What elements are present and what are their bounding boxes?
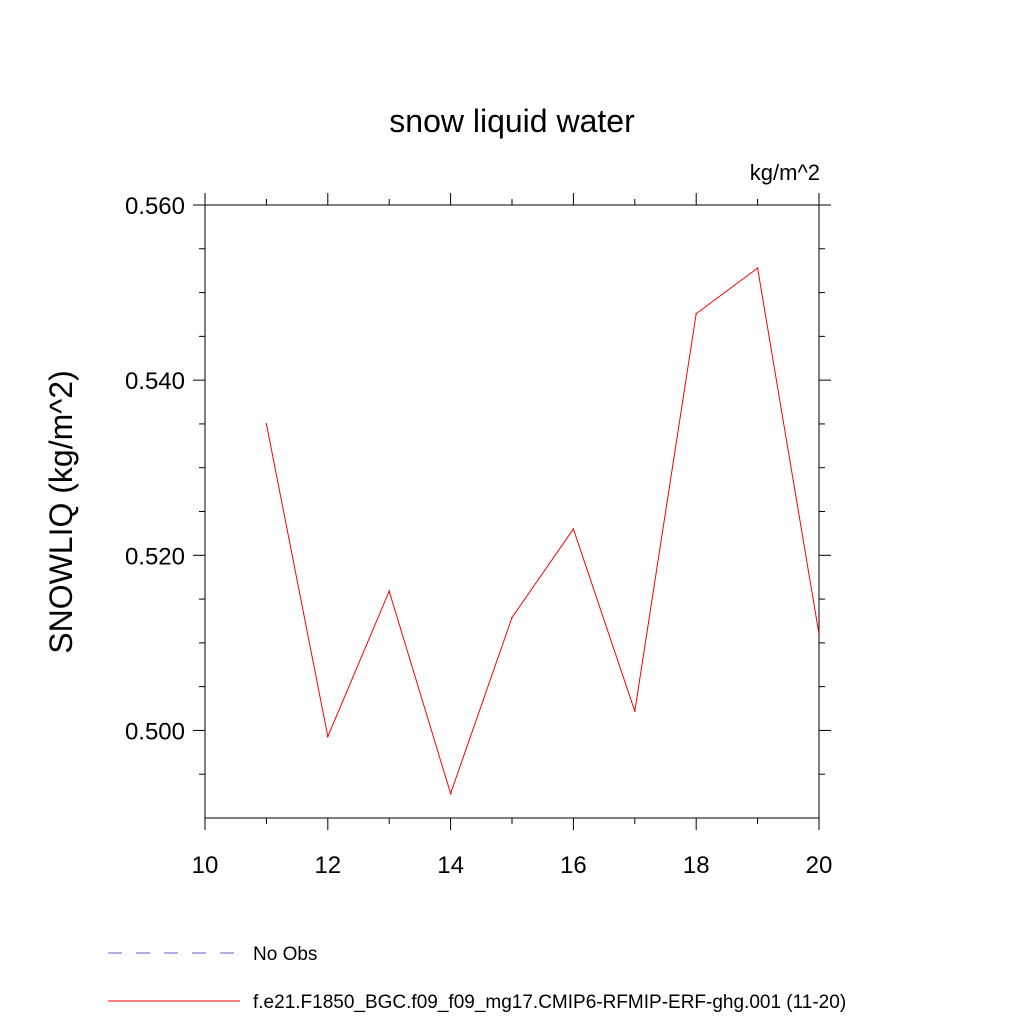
units-label: kg/m^2	[750, 160, 820, 185]
data-point	[818, 633, 820, 635]
data-point	[511, 616, 513, 619]
chart-title: snow liquid water	[389, 103, 635, 139]
legend-item-no-obs: No Obs	[108, 944, 317, 965]
x-tick-label: 18	[683, 852, 710, 879]
x-tick-label: 16	[560, 852, 587, 879]
data-point	[327, 735, 329, 738]
legend-label-model-run: f.e21.F1850_BGC.f09_f09_mg17.CMIP6-RFMIP…	[253, 992, 846, 1013]
y-tick-label: 0.520	[125, 543, 185, 570]
y-tick-label: 0.540	[125, 368, 185, 395]
plot-frame	[204, 204, 820, 819]
legend: No Obs f.e21.F1850_BGC.f09_f09_mg17.CMIP…	[108, 944, 846, 1013]
legend-label-no-obs: No Obs	[253, 944, 317, 965]
data-point	[695, 312, 697, 315]
y-tick-label: 0.560	[125, 193, 185, 220]
data-point	[449, 792, 452, 795]
y-axis-label: SNOWLIQ (kg/m^2)	[43, 370, 79, 653]
data-point	[388, 590, 391, 592]
data-point	[634, 710, 636, 712]
y-axis-ticks: 0.500 0.520 0.540 0.560	[125, 193, 831, 775]
x-tick-label: 10	[192, 852, 219, 879]
series-line-1	[265, 267, 820, 796]
legend-item-model-run: f.e21.F1850_BGC.f09_f09_mg17.CMIP6-RFMIP…	[108, 992, 846, 1013]
data-point	[756, 267, 759, 269]
series-layer	[265, 267, 820, 796]
data-point	[572, 528, 575, 530]
y-tick-label: 0.500	[125, 718, 185, 745]
x-tick-label: 12	[314, 852, 341, 879]
x-tick-label: 14	[437, 852, 464, 879]
data-point	[265, 423, 268, 425]
x-axis-ticks: 10 12 14 16 18 20	[192, 193, 833, 879]
x-tick-label: 20	[806, 852, 833, 879]
